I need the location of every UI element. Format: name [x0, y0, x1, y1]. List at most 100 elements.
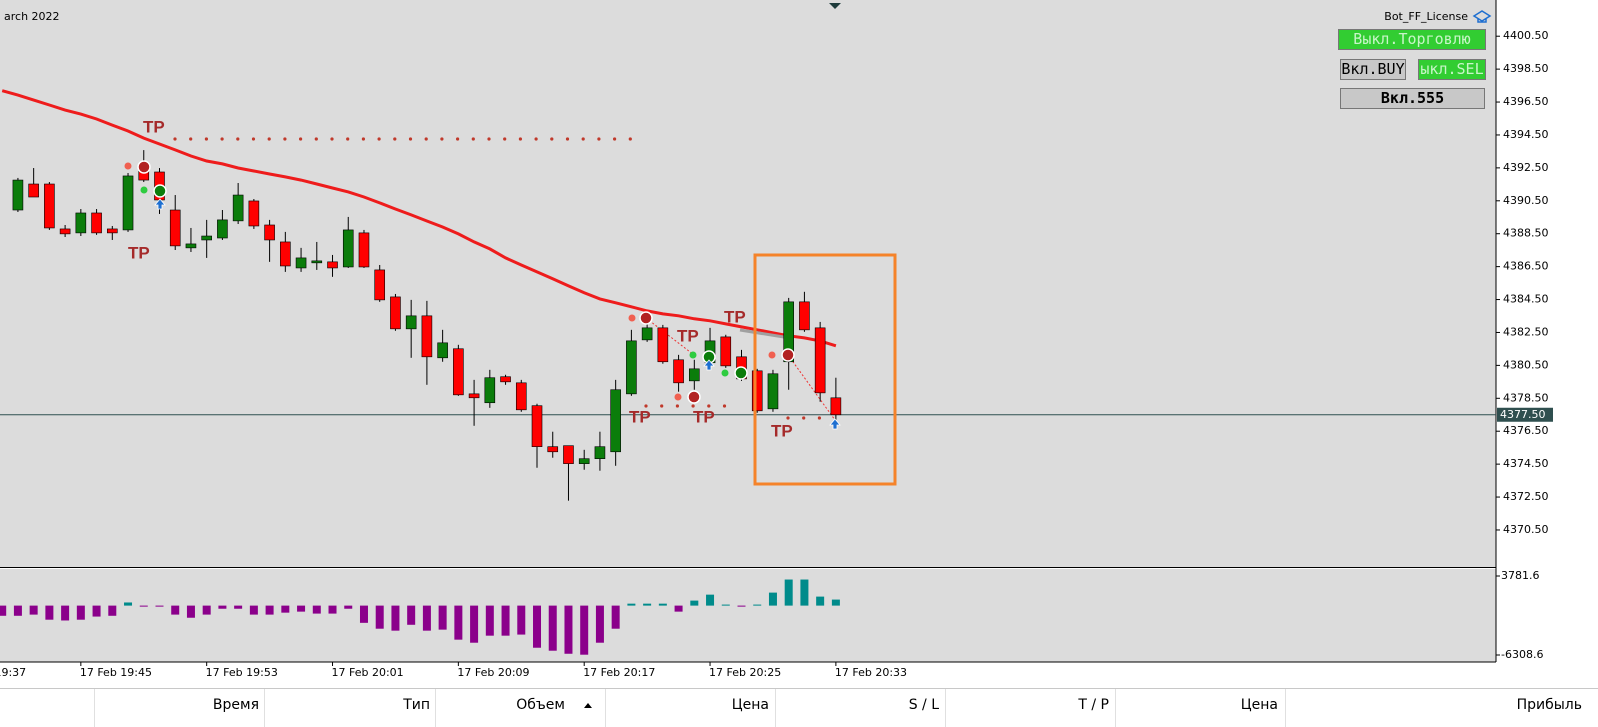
- candle-body: [814, 327, 826, 394]
- tp-dot: [283, 137, 287, 141]
- candle-body: [547, 446, 559, 453]
- candle-body: [44, 183, 55, 229]
- tp-dot: [189, 137, 193, 141]
- histogram-bar: [690, 600, 699, 606]
- y-tick-label: 4388.50: [1503, 227, 1549, 240]
- histogram-bar: [831, 599, 840, 606]
- column-title[interactable]: S / L: [908, 697, 939, 713]
- histogram-bar: [265, 605, 274, 615]
- tp-dot: [786, 416, 790, 420]
- candle-body: [185, 243, 197, 249]
- button[interactable]: Вкл.555: [1340, 88, 1485, 109]
- y-tick-label: 4390.50: [1503, 194, 1549, 207]
- histogram-bar: [139, 605, 148, 607]
- signal-marker: [137, 160, 151, 174]
- tp-dot: [440, 137, 444, 141]
- candle-body: [122, 175, 134, 231]
- bot-label: Bot_FF_License: [1384, 10, 1468, 23]
- column-title[interactable]: Цена: [731, 697, 769, 713]
- signal-dot: [140, 186, 148, 194]
- column-divider: [94, 689, 95, 727]
- candle-body: [264, 224, 275, 241]
- tp-dot: [628, 137, 632, 141]
- button[interactable]: ыкл.SEL: [1418, 59, 1486, 80]
- tp-dot: [503, 137, 507, 141]
- y-tick-label: 3781.6: [1501, 569, 1540, 582]
- column-title[interactable]: T / P: [1078, 697, 1109, 713]
- tp-dot: [377, 137, 381, 141]
- tp-label: TP: [677, 326, 699, 345]
- y-tick-label: 4400.50: [1503, 29, 1549, 42]
- tp-dot: [204, 137, 208, 141]
- tp-dot: [802, 416, 806, 420]
- column-title[interactable]: Объем: [516, 697, 565, 713]
- y-tick-label: 4380.50: [1503, 358, 1549, 371]
- x-tick-label: 17 Feb 20:09: [457, 666, 529, 679]
- tp-dot: [597, 137, 601, 141]
- chart: arch 2022 Bot_FF_License 4400.504398.504…: [0, 0, 1553, 679]
- candle-body: [248, 200, 260, 227]
- y-tick-label: 4398.50: [1503, 62, 1549, 75]
- candle-body: [563, 445, 574, 464]
- histogram-bar: [768, 592, 777, 606]
- candle-body: [767, 373, 779, 410]
- candle-body: [327, 261, 338, 269]
- y-tick-label: -6308.6: [1501, 648, 1543, 661]
- histogram-bar: [312, 605, 321, 614]
- x-tick-label: 17 Feb 20:25: [709, 666, 781, 679]
- tp-dot: [173, 137, 177, 141]
- y-tick-label: 4382.50: [1503, 325, 1549, 338]
- signal-dot: [721, 369, 729, 377]
- column-title[interactable]: Время: [212, 697, 259, 713]
- histogram-bar: [643, 603, 652, 606]
- histogram-bar: [548, 605, 557, 651]
- tp-label: TP: [143, 117, 165, 136]
- tp-label: TP: [693, 407, 715, 426]
- histogram-bar: [202, 605, 211, 615]
- y-tick-label: 4372.50: [1503, 490, 1549, 503]
- signal-dot: [689, 351, 697, 359]
- y-tick-label: 4374.50: [1503, 457, 1549, 470]
- column-title[interactable]: Цена: [1240, 697, 1278, 713]
- y-tick-label: 4376.50: [1503, 424, 1549, 437]
- histogram-bar: [13, 605, 22, 616]
- tp-dot: [722, 404, 727, 408]
- candle-body: [232, 194, 244, 222]
- histogram-bar: [0, 605, 7, 616]
- histogram-bar: [470, 605, 479, 643]
- button[interactable]: Вкл.BUY: [1340, 59, 1406, 80]
- column-title[interactable]: Тип: [403, 697, 430, 713]
- histogram-bar: [29, 605, 38, 615]
- histogram-bar: [438, 605, 447, 630]
- tp-dot: [487, 137, 491, 141]
- column-title[interactable]: Прибыль: [1516, 697, 1582, 713]
- tp-dot: [220, 137, 224, 141]
- histogram-bar: [328, 605, 337, 614]
- histogram-bar: [45, 605, 54, 620]
- signal-dot: [124, 162, 132, 170]
- candle-body: [28, 183, 39, 198]
- signal-marker: [639, 311, 653, 325]
- candle-body: [689, 368, 700, 382]
- y-tick-label: 4384.50: [1503, 293, 1549, 306]
- last-price-label: 4377.50: [1500, 408, 1546, 421]
- candle-body: [311, 260, 323, 264]
- tp-dot: [361, 137, 365, 141]
- indicator-area: [0, 569, 1496, 662]
- histogram-bar: [249, 605, 258, 615]
- tp-label: TP: [771, 421, 793, 440]
- signal-marker: [781, 348, 795, 362]
- tp-dot: [550, 137, 554, 141]
- candle-body: [657, 327, 669, 363]
- candle-body: [342, 229, 354, 268]
- signal-dot: [674, 393, 682, 401]
- signal-dot: [628, 314, 636, 322]
- button[interactable]: Выкл.Торговлю: [1338, 29, 1486, 50]
- column-divider: [435, 689, 436, 727]
- histogram-bar: [61, 605, 70, 621]
- histogram-bar: [627, 603, 636, 606]
- tp-dot: [471, 137, 475, 141]
- column-divider: [605, 689, 606, 727]
- tp-dot: [691, 404, 695, 408]
- tp-dot: [707, 404, 711, 408]
